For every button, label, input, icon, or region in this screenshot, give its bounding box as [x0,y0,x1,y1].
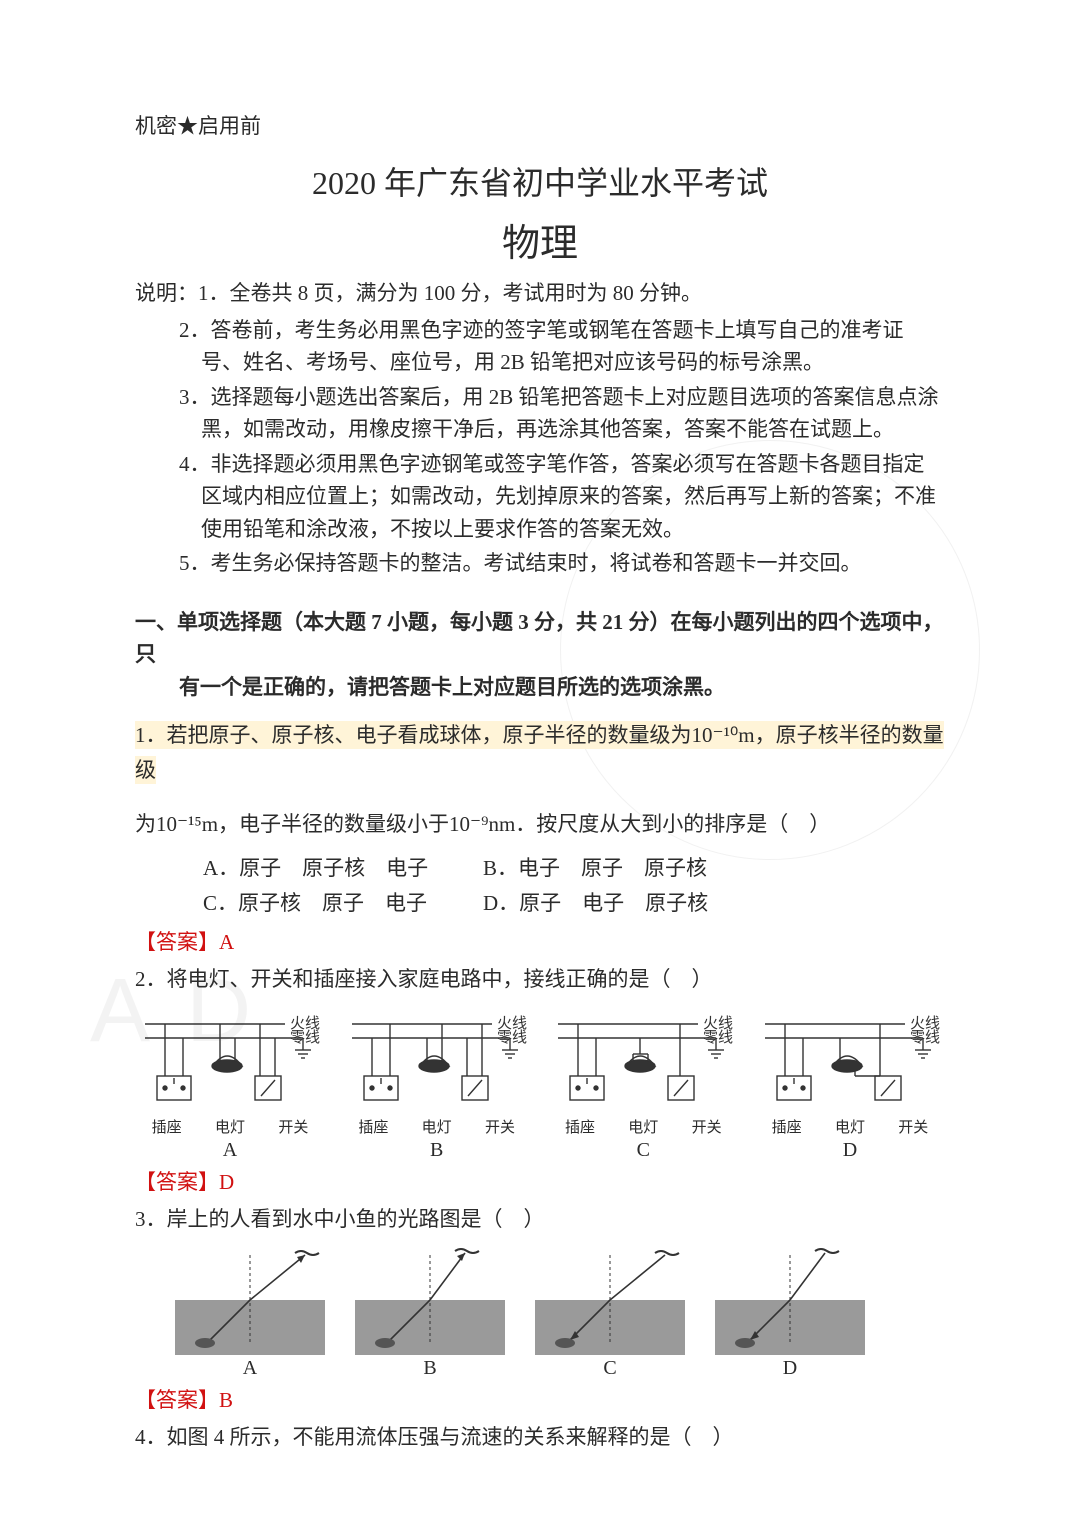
q3-diagram-a: A [175,1245,325,1380]
instr-1: 1．全卷共 8 页，满分为 100 分，考试用时为 80 分钟。 [198,281,702,305]
lbl-switch-b: 开关 [485,1116,515,1137]
q3-opt-c: C [535,1357,685,1380]
section-hdr-b: 有一个是正确的，请把答题卡上对应题目所选的选项涂黑。 [135,671,945,704]
lbl-socket: 插座 [152,1116,182,1137]
q2-answer: 【答案】D [135,1166,945,1196]
q2-opt-a: A [135,1139,325,1162]
lbl-lamp: 电灯 [215,1116,245,1137]
instr-3: 3．选择题每小题选出答案后，用 2B 铅笔把答题卡上对应题目选项的答案信息点涂黑… [135,381,945,446]
q2-diagram-a: 火线 零线 插座电灯开关 A [135,1006,325,1162]
q1-line2: 为10⁻¹⁵m，电子半径的数量级小于10⁻⁹nm．按尺度从大到小的排序是（ ） [135,812,830,836]
q1-opt-c: C．原子核 原子 电子 [203,886,483,922]
lbl-switch-c: 开关 [692,1116,722,1137]
q1-answer: 【答案】A [135,926,945,956]
q1-opt-b: B．电子 原子 原子核 [483,851,763,887]
q3-diagram-b: B [355,1245,505,1380]
q1: 1．若把原子、原子核、电子看成球体，原子半径的数量级为10⁻¹⁰m，原子核半径的… [135,718,945,789]
q4-stem: 4．如图 4 所示，不能用流体压强与流速的关系来解释的是（ ） [135,1420,945,1456]
instr-lead: 说明： [135,281,198,305]
q1-opt-a: A．原子 原子核 电子 [203,851,483,887]
lbl-socket-d: 插座 [772,1116,802,1137]
q3-opt-a: A [175,1357,325,1380]
q3-answer: 【答案】B [135,1384,945,1414]
lbl-lamp-c: 电灯 [628,1116,658,1137]
q1-opt-d: D．原子 电子 原子核 [483,886,763,922]
instr-5: 5．考生务必保持答题卡的整洁。考试结束时，将试卷和答题卡一并交回。 [135,547,945,580]
exam-title: 2020 年广东省初中学业水平考试 [135,158,945,204]
exam-subject: 物理 [135,212,945,267]
q2-opt-b: B [342,1139,532,1162]
page-content: 机密★启用前 2020 年广东省初中学业水平考试 物理 说明：1．全卷共 8 页… [0,0,1080,1504]
q2-diagram-d: 火线 零线 插座电灯开关 D [755,1006,945,1162]
section-1-heading: 一、单项选择题（本大题 7 小题，每小题 3 分，共 21 分）在每小题列出的四… [135,606,945,704]
q2-diagrams: 火线 零线 插座电灯开关 A [135,1006,945,1162]
lbl-lamp-d: 电灯 [835,1116,865,1137]
q3-opt-b: B [355,1357,505,1380]
q2-diagram-c: 火线 零线 插座电灯开关 C [548,1006,738,1162]
instructions: 说明：1．全卷共 8 页，满分为 100 分，考试用时为 80 分钟。 2．答卷… [135,277,945,580]
q2-opt-d: D [755,1139,945,1162]
q3-diagram-d: D [715,1245,865,1380]
confidential-mark: 机密★启用前 [135,110,945,140]
instr-4: 4．非选择题必须用黑色字迹钢笔或签字笔作答，答案必须写在答题卡各题目指定区域内相… [135,448,945,546]
lbl-switch-d: 开关 [898,1116,928,1137]
q2-stem: 2．将电灯、开关和插座接入家庭电路中，接线正确的是（ ） [135,962,945,998]
lbl-socket-b: 插座 [358,1116,388,1137]
q1-line2-wrap: 为10⁻¹⁵m，电子半径的数量级小于10⁻⁹nm．按尺度从大到小的排序是（ ） [135,807,945,843]
q1-line1: 1．若把原子、原子核、电子看成球体，原子半径的数量级为10⁻¹⁰m，原子核半径的… [135,721,944,785]
section-hdr-a: 一、单项选择题（本大题 7 小题，每小题 3 分，共 21 分）在每小题列出的四… [135,610,944,667]
lbl-lamp-b: 电灯 [422,1116,452,1137]
instr-2: 2．答卷前，考生务必用黑色字迹的签字笔或钢笔在答题卡上填写自己的准考证号、姓名、… [135,314,945,379]
q2-diagram-b: 火线 零线 插座电灯开关 B [342,1006,532,1162]
q1-options: A．原子 原子核 电子 B．电子 原子 原子核 C．原子核 原子 电子 D．原子… [135,851,945,922]
q3-diagrams: A B C [135,1245,945,1380]
lbl-switch: 开关 [278,1116,308,1137]
lbl-socket-c: 插座 [565,1116,595,1137]
q3-opt-d: D [715,1357,865,1380]
q2-opt-c: C [548,1139,738,1162]
q3-diagram-c: C [535,1245,685,1380]
q3-stem: 3．岸上的人看到水中小鱼的光路图是（ ） [135,1202,945,1238]
